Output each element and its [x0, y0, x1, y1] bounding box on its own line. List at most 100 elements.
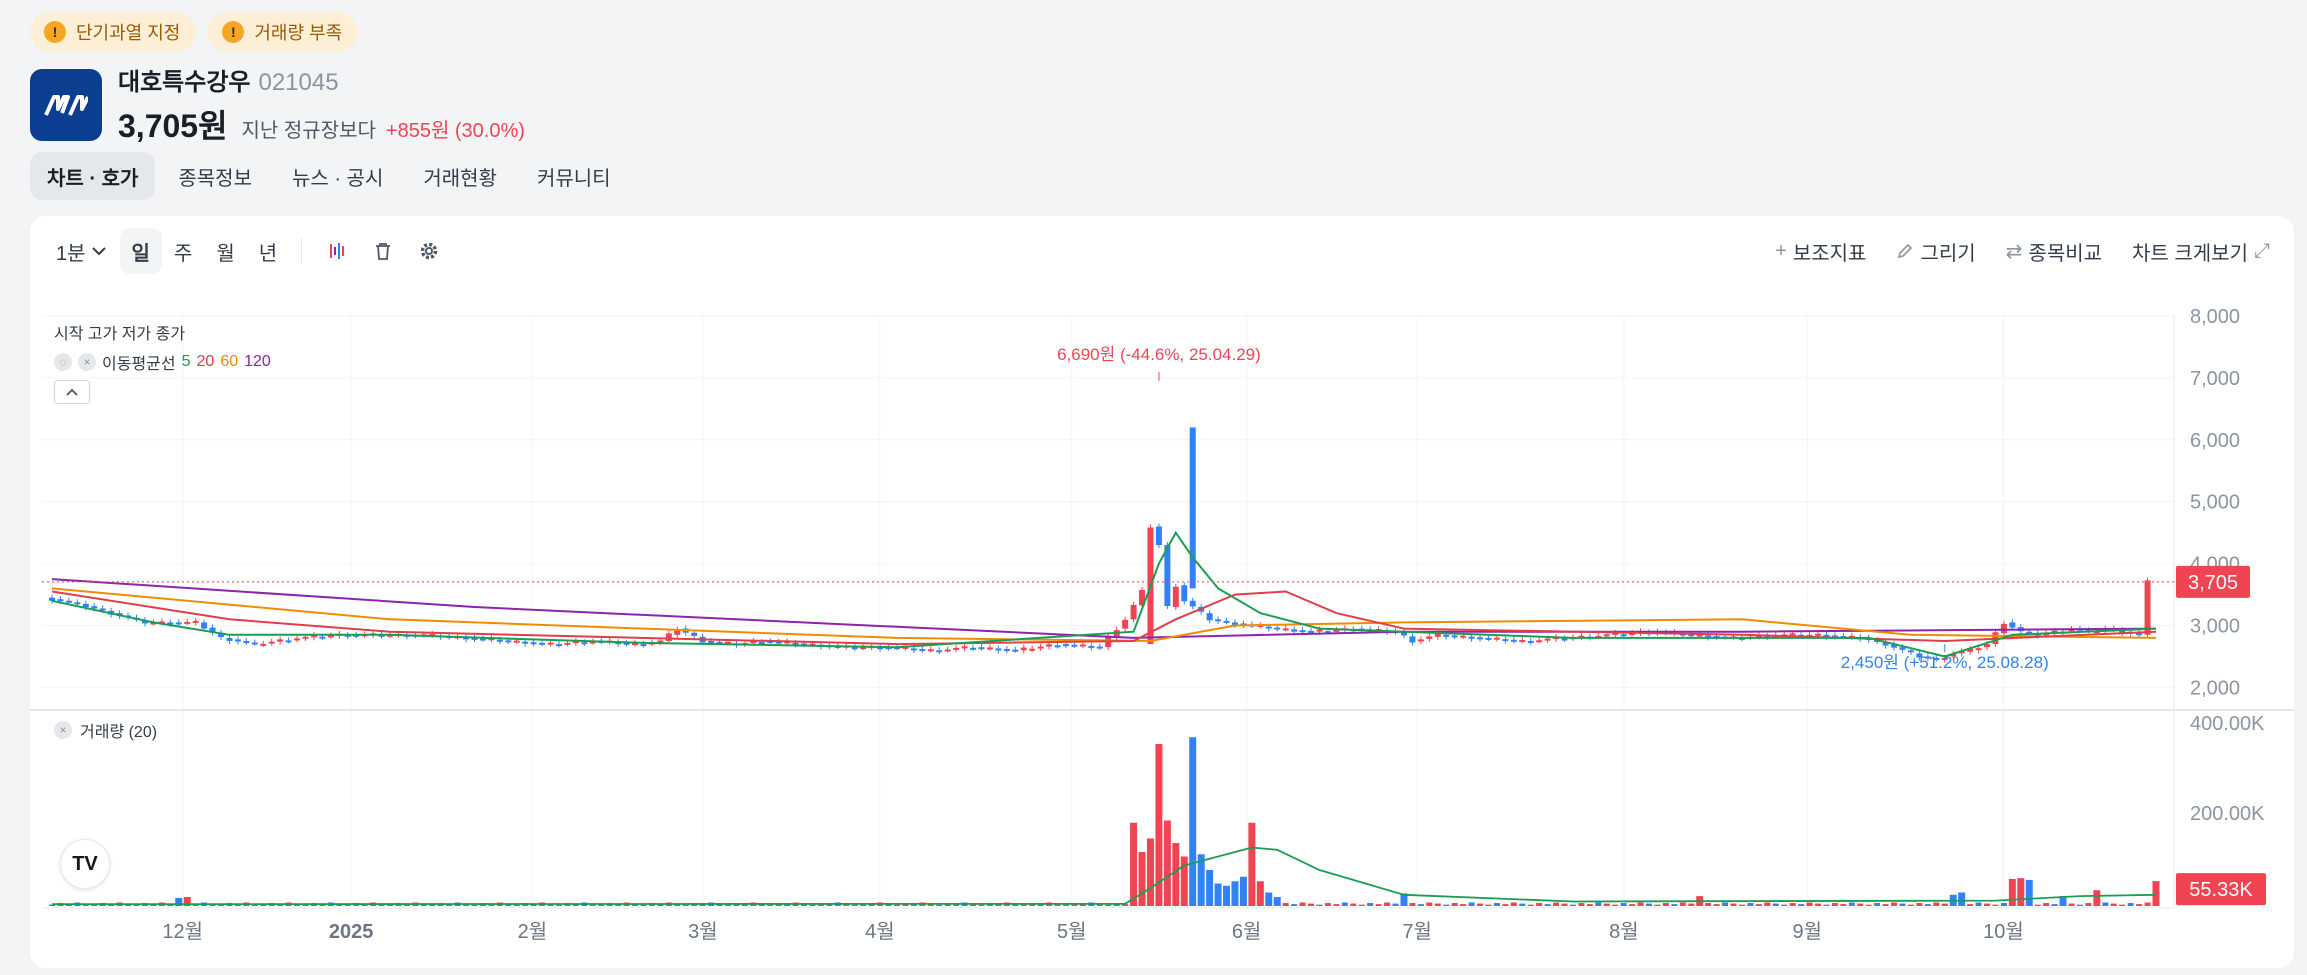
volume-bar — [1553, 902, 1560, 906]
volume-bar — [868, 904, 875, 906]
volume-bar — [1146, 838, 1154, 906]
volume-bar — [1273, 897, 1281, 906]
volume-bar — [1916, 903, 1923, 906]
volume-bar — [1848, 902, 1855, 906]
volume-bar — [49, 904, 55, 906]
candle-body — [1891, 644, 1898, 648]
volume-bar — [302, 904, 309, 906]
candle-body — [860, 647, 867, 650]
badge-low-volume[interactable]: ! 거래량 부족 — [208, 12, 359, 52]
candle-body — [1443, 634, 1450, 637]
candle-body — [801, 643, 808, 646]
candle-body — [82, 603, 89, 608]
candle-body — [1417, 639, 1424, 642]
candle-body — [1510, 639, 1517, 642]
candle-body — [99, 608, 106, 611]
interval-dropdown[interactable]: 1분 — [44, 228, 120, 274]
volume-bar — [1341, 902, 1348, 906]
candle-body — [1705, 635, 1712, 638]
tab-trading-status[interactable]: 거래현황 — [423, 167, 497, 190]
candle-body — [724, 641, 731, 644]
x-tick-label: 2월 — [518, 920, 548, 943]
tab-chart-orderbook[interactable]: 차트 · 호가 — [30, 152, 156, 200]
indicators-button[interactable]: + 보조지표 — [1775, 228, 1866, 274]
volume-bar — [2017, 878, 2025, 906]
candle-body — [919, 649, 926, 652]
collapse-legend-button[interactable] — [54, 380, 90, 404]
volume-bar — [1882, 904, 1889, 906]
badge-label: 거래량 부족 — [254, 23, 343, 43]
candle-body — [1037, 646, 1044, 649]
candle-body — [1189, 427, 1196, 589]
volume-bar — [1079, 904, 1086, 906]
period-month[interactable]: 월 — [216, 242, 235, 265]
candle-body — [1629, 632, 1636, 635]
tab-community[interactable]: 커뮤니티 — [536, 167, 611, 190]
volume-bar — [1400, 893, 1408, 906]
ma-60-label: 60 — [220, 353, 239, 370]
stock-header: 대호특수강우 021045 3,705원 지난 정규장보다 +855원 (30.… — [30, 62, 525, 147]
badge-short-term-overheat[interactable]: ! 단기과열 지정 — [30, 12, 197, 52]
volume-bar — [1155, 744, 1163, 906]
volume-bar — [1705, 903, 1712, 906]
ma-20-line — [51, 590, 2157, 646]
volume-bar — [1054, 903, 1061, 906]
volume-bar — [175, 897, 183, 906]
volume-bar — [1958, 892, 1966, 906]
volume-bar — [1189, 737, 1197, 906]
volume-bar — [1671, 904, 1678, 906]
fullscreen-button[interactable]: 차트 크게보기 ⤢ — [2132, 228, 2270, 274]
volume-bar — [953, 904, 960, 906]
candle-body — [1806, 634, 1813, 637]
candle-body — [1831, 635, 1838, 638]
volume-bar — [1434, 903, 1441, 906]
candle-body — [1308, 630, 1315, 633]
period-year[interactable]: 년 — [258, 242, 278, 265]
close-icon[interactable]: × — [54, 721, 72, 739]
period-week[interactable]: 주 — [173, 242, 193, 265]
volume-bar — [1984, 903, 1991, 906]
tab-stock-info[interactable]: 종목정보 — [178, 167, 252, 190]
volume-bar — [1012, 903, 1019, 906]
candle-body — [995, 648, 1002, 651]
period-day[interactable]: 일 — [119, 228, 162, 274]
volume-bar — [1417, 904, 1424, 906]
volume-label: 거래량 (20) — [80, 724, 158, 741]
candle-body — [1172, 586, 1179, 607]
volume-bar — [260, 904, 267, 906]
volume-bar — [2152, 881, 2160, 906]
candle-type-button[interactable] — [314, 228, 360, 274]
candle-body — [2000, 623, 2007, 634]
candle-body — [353, 634, 360, 637]
tab-news-disclosure[interactable]: 뉴스 · 공시 — [291, 167, 384, 190]
price-change: +855원 (30.0%) — [385, 120, 525, 142]
delete-drawings-button[interactable] — [360, 228, 406, 274]
volume-bar — [1629, 904, 1636, 906]
volume-bar — [2059, 896, 2067, 906]
candle-body — [1206, 613, 1213, 621]
price-chart[interactable]: 12월 2025 2월 3월 4월 5월 6월 7월 8월 9월 10월8,0007,0006,00… — [30, 216, 2294, 968]
chart-settings-button[interactable] — [406, 228, 452, 274]
compare-button[interactable]: ⇄ 종목비교 — [2006, 228, 2102, 274]
volume-bar — [1595, 902, 1602, 906]
candle-body — [488, 638, 495, 641]
volume-bar — [1282, 903, 1289, 906]
draw-button[interactable]: 그리기 — [1896, 228, 1976, 274]
candle-body — [1333, 629, 1340, 632]
close-icon[interactable]: × — [78, 353, 96, 371]
volume-bar — [1265, 892, 1273, 906]
volume-bar — [1569, 904, 1576, 906]
candle-body — [1291, 629, 1298, 632]
candle-body — [2093, 631, 2100, 634]
candle-body — [1020, 647, 1027, 651]
eye-hidden-icon[interactable]: ◌ — [54, 353, 72, 371]
candle-body — [961, 646, 968, 649]
candle-body — [1316, 629, 1323, 632]
candle-body — [657, 640, 664, 643]
x-tick-label: 2025 — [329, 921, 374, 943]
candle-body — [1468, 636, 1475, 639]
volume-bar — [1519, 903, 1526, 906]
volume-bar — [970, 903, 977, 906]
tradingview-logo[interactable]: TV — [60, 839, 110, 889]
candle-body — [1950, 653, 1957, 657]
